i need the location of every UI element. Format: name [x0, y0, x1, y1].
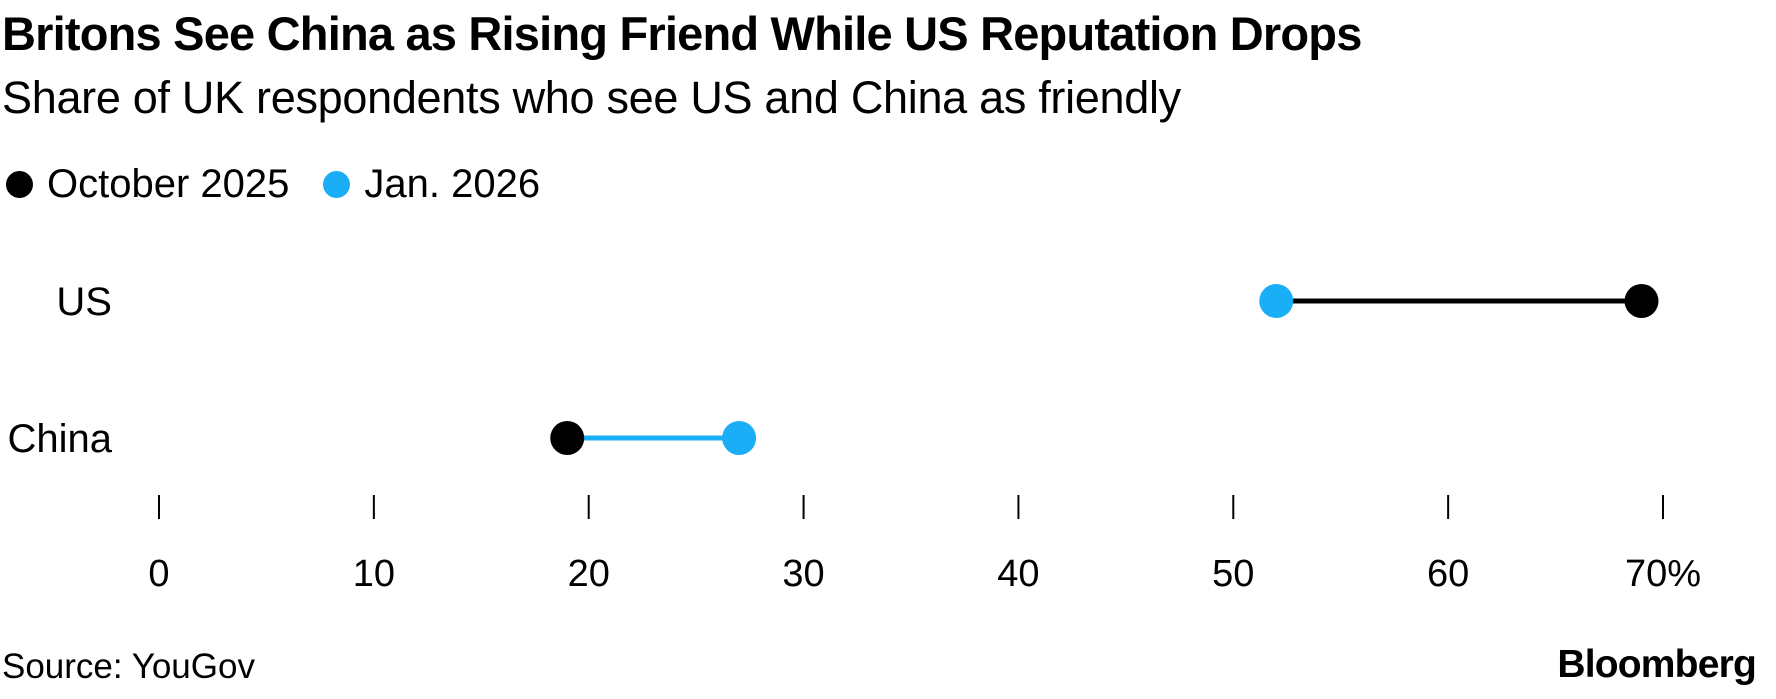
- legend-dot-jan-2026: [323, 170, 351, 198]
- legend-label-jan-2026: Jan. 2026: [364, 161, 541, 206]
- chart-title: Britons See China as Rising Friend While…: [2, 7, 1362, 60]
- x-tick-label-0: 0: [148, 553, 169, 595]
- dot-us-october-2025: [1624, 284, 1659, 318]
- x-tick-label-60: 60: [1427, 553, 1469, 595]
- source-note: Source: YouGov: [2, 647, 255, 686]
- dot-us-jan-2026: [1259, 284, 1294, 318]
- x-tick-label-30: 30: [782, 553, 824, 595]
- legend-item-jan-2026: Jan. 2026: [323, 162, 540, 207]
- legend: October 2025 Jan. 2026: [6, 162, 574, 206]
- dot-china-october-2025: [550, 421, 585, 455]
- legend-label-october-2025: October 2025: [47, 161, 290, 206]
- row-label-china: China: [7, 417, 112, 461]
- x-tick-label-10: 10: [353, 553, 395, 595]
- x-tick-label-20: 20: [568, 553, 610, 595]
- row-label-us: US: [56, 280, 112, 324]
- legend-dot-october-2025: [6, 170, 33, 198]
- x-tick-label-70: 70%: [1625, 553, 1701, 595]
- dot-china-jan-2026: [722, 421, 757, 455]
- bloomberg-logo: Bloomberg: [1557, 643, 1756, 686]
- x-tick-label-40: 40: [997, 553, 1039, 595]
- x-tick-label-50: 50: [1212, 553, 1254, 595]
- legend-item-october-2025: October 2025: [6, 162, 289, 207]
- chart-subtitle: Share of UK respondents who see US and C…: [2, 72, 1181, 123]
